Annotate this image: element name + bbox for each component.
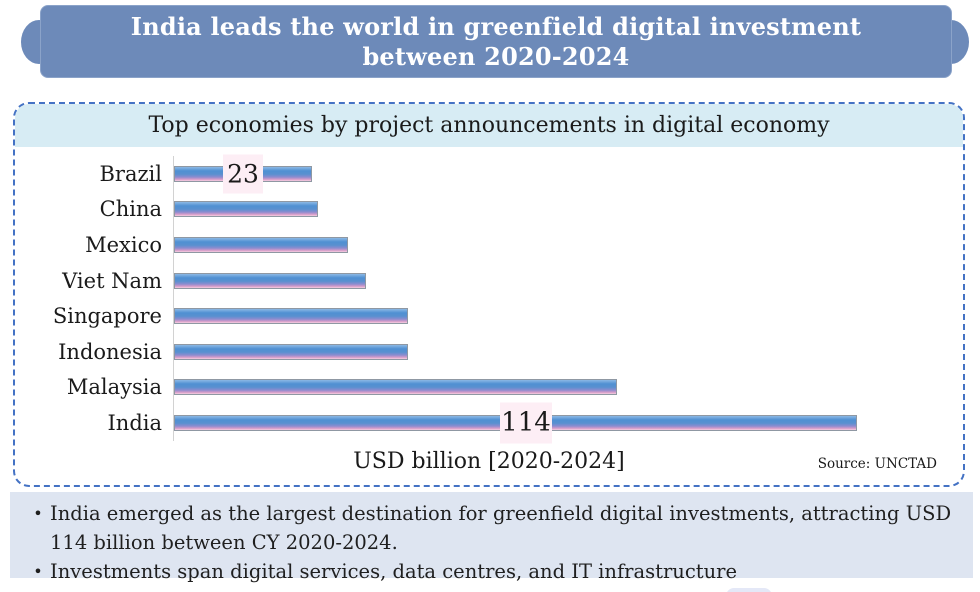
chart-row-singapore: Singapore <box>15 298 941 334</box>
bullet-icon: • <box>33 562 43 581</box>
bar-singapore <box>174 308 408 325</box>
bullet-text-1: India emerged as the largest destination… <box>50 502 952 554</box>
banner-title-line1: India leads the world in greenfield digi… <box>130 11 862 41</box>
chart-row-malaysia: Malaysia <box>15 369 941 406</box>
banner-title-line2: between 2020-2024 <box>362 41 630 71</box>
chart-row-mexico: Mexico <box>15 227 941 263</box>
bullet-icon: • <box>33 504 43 523</box>
category-label: Mexico <box>85 232 162 257</box>
data-label-brazil: 23 <box>223 154 263 194</box>
category-label: India <box>107 410 163 435</box>
axis-row: USD billion [2020-2024] Source: UNCTAD <box>15 441 963 485</box>
bar-track: 114 <box>173 402 941 444</box>
chart-row-indonesia: Indonesia <box>15 333 941 370</box>
chart-row-brazil: Brazil 23 <box>15 154 941 194</box>
bullet-item-1: • India emerged as the largest destinati… <box>26 499 959 557</box>
notes-panel: • India emerged as the largest destinati… <box>10 492 973 583</box>
cutoff-banner-stub <box>726 588 772 592</box>
bar-mexico <box>174 236 348 253</box>
bar-track <box>173 369 941 406</box>
bar-track <box>173 298 941 334</box>
header-banner: India leads the world in greenfield digi… <box>40 5 952 78</box>
bar-vietnam <box>174 272 366 289</box>
chart-row-india: India 114 <box>15 402 941 444</box>
source-attribution: Source: UNCTAD <box>817 455 937 472</box>
bar-track <box>173 227 941 263</box>
bar-malaysia <box>174 379 618 396</box>
category-label: Indonesia <box>58 339 162 364</box>
chart-row-china: China <box>15 191 941 228</box>
chart-row-vietnam: Viet Nam <box>15 262 941 299</box>
bar-china <box>174 201 318 218</box>
bar-track <box>173 191 941 228</box>
chart-panel: Top economies by project announcements i… <box>13 102 965 487</box>
category-label: Singapore <box>52 304 162 329</box>
category-label: China <box>99 197 162 222</box>
category-label: Malaysia <box>66 375 162 400</box>
chart-title-strip: Top economies by project announcements i… <box>15 104 963 147</box>
bullet-item-2: • Investments span digital services, dat… <box>26 557 959 586</box>
bar-track: 23 <box>173 154 941 194</box>
data-label-india: 114 <box>500 402 552 444</box>
chart-title: Top economies by project announcements i… <box>148 113 830 138</box>
x-axis-label: USD billion [2020-2024] <box>353 448 625 474</box>
bar-track <box>173 262 941 299</box>
bar-chart: Brazil 23 China Mexico Viet Nam Sing <box>15 147 963 444</box>
bar-indonesia <box>174 343 408 360</box>
bullet-text-2: Investments span digital services, data … <box>50 560 738 583</box>
category-label: Brazil <box>99 161 163 186</box>
category-label: Viet Nam <box>62 268 162 293</box>
bar-track <box>173 333 941 370</box>
